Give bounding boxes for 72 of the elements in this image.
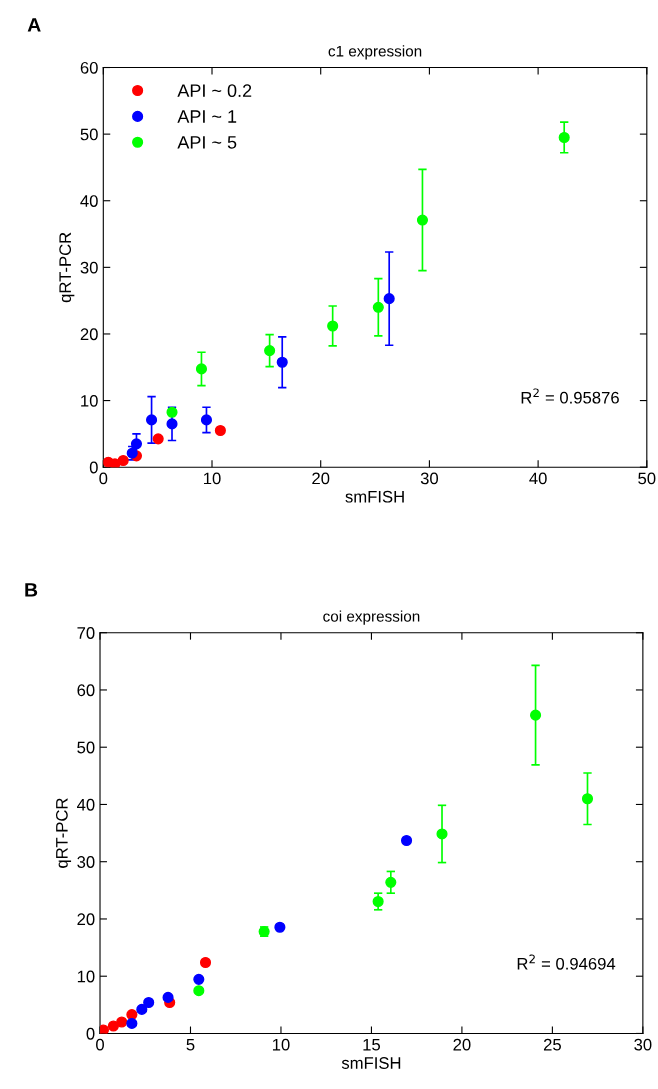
text: B [25, 583, 38, 597]
annotation: R$^{2}$ = 0.95876 [521, 388, 619, 404]
point [116, 1016, 128, 1028]
x-axis-title: smFISH [345, 490, 404, 503]
annotation: R$^{2}$ = 0.94694 [517, 954, 616, 970]
x-tick-label: 10 [204, 472, 221, 485]
x-tick-label: 15 [363, 1038, 381, 1051]
x-tick-label: 30 [420, 472, 439, 485]
y-tick-label: 20 [80, 328, 98, 341]
point [162, 991, 174, 1003]
y-tick-label: 30 [80, 261, 98, 274]
x-tick-label: 20 [312, 472, 330, 485]
point [193, 973, 205, 985]
y-tick-label: 20 [77, 913, 95, 926]
legend-label: API ~ 1 [177, 110, 237, 123]
y-tick-label: 60 [77, 684, 95, 697]
y-axis-title: qRT-PCR [55, 798, 72, 868]
x-tick-label: 10 [272, 1038, 290, 1051]
y-tick-label: 50 [77, 741, 95, 754]
legend-label: API ~ 5 [177, 136, 237, 149]
y-tick-label: 10 [77, 970, 95, 983]
point [530, 709, 542, 721]
x-tick-label: 5 [186, 1038, 195, 1051]
point [383, 293, 395, 305]
point [130, 438, 143, 450]
x-tick-label: 40 [529, 472, 547, 485]
point [109, 458, 121, 468]
y-tick-label: 60 [80, 61, 98, 74]
point [372, 301, 384, 313]
x-tick-label: 25 [543, 1038, 561, 1051]
y-tick-label: 50 [80, 128, 98, 141]
point [416, 214, 429, 226]
point [264, 345, 276, 357]
point [214, 424, 226, 437]
y-tick-label: 0 [86, 1027, 95, 1040]
y-tick-label: 10 [81, 394, 98, 407]
point [143, 996, 155, 1009]
point [400, 834, 413, 847]
point [327, 320, 339, 332]
chart-title: coi expression [323, 610, 420, 625]
point [581, 793, 594, 805]
y-axis-title: qRT-PCR [59, 232, 75, 303]
x-tick-label: 50 [638, 472, 656, 485]
chart-title: c1 expression [328, 45, 422, 60]
point [136, 1003, 148, 1015]
point [195, 363, 208, 375]
y-tick-label: 70 [77, 627, 95, 639]
y-tick-label: 40 [77, 798, 95, 811]
point [558, 131, 570, 144]
point [166, 418, 178, 430]
point [166, 406, 178, 418]
text: A [27, 18, 41, 32]
point [152, 433, 164, 445]
x-tick-label: 30 [634, 1038, 652, 1051]
point [436, 828, 448, 840]
point [193, 985, 205, 997]
point [117, 454, 129, 467]
point [146, 414, 158, 426]
point [199, 956, 212, 969]
point [200, 414, 213, 426]
y-tick-label: 0 [89, 461, 98, 474]
point [274, 921, 286, 933]
y-tick-label: 30 [77, 856, 95, 868]
point [276, 356, 288, 368]
point [385, 876, 397, 888]
y-tick-label: 40 [80, 195, 98, 207]
x-tick-label: 0 [99, 472, 108, 485]
point [107, 1020, 119, 1032]
legend-label: API ~ 0.2 [177, 84, 252, 98]
point [126, 1017, 138, 1029]
x-tick-label: 20 [453, 1038, 471, 1051]
x-axis-title: smFISH [341, 1057, 401, 1069]
